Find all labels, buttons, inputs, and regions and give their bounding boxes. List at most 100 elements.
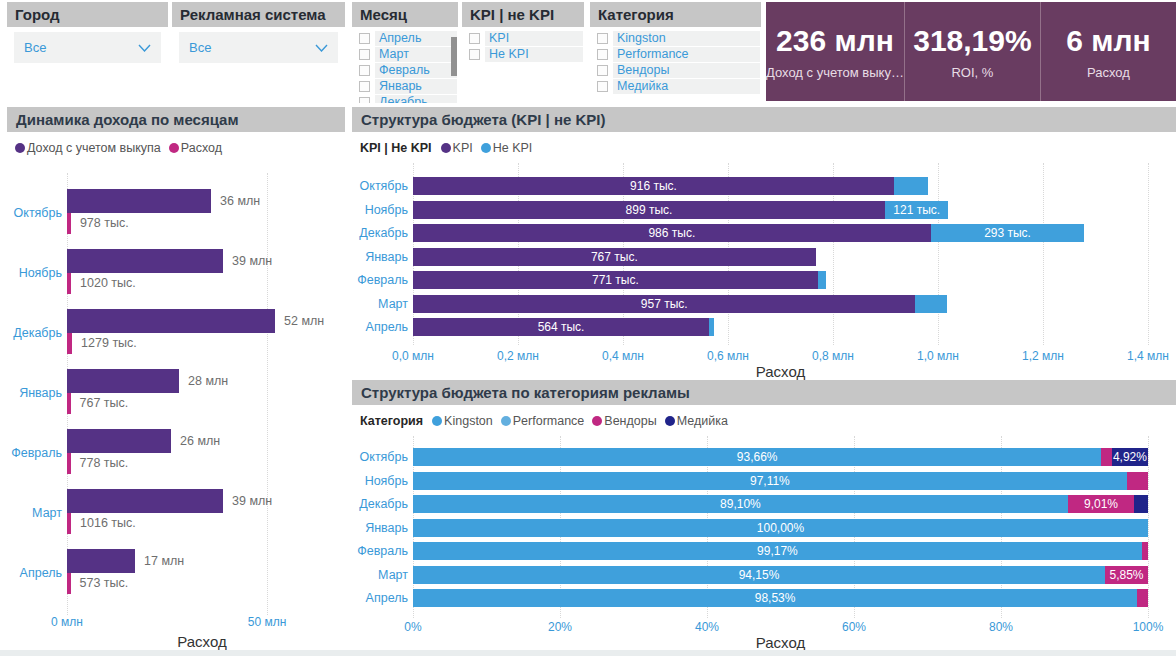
kpi-card-value: 236 млн <box>776 24 894 58</box>
bar-expense[interactable] <box>67 393 71 414</box>
bar-segment-вендоры[interactable] <box>1137 589 1148 607</box>
data-label: 52 млн <box>284 313 324 329</box>
bar-expense[interactable] <box>67 213 71 234</box>
bar-segment-вендоры[interactable] <box>1142 542 1148 560</box>
data-label: 771 тыс. <box>413 271 818 289</box>
kpi-option[interactable]: KPI <box>462 30 584 46</box>
category-label: Январь <box>352 520 408 536</box>
axis-tick-label: 40% <box>672 620 742 634</box>
gridline <box>267 173 268 615</box>
bar-expense[interactable] <box>67 333 72 354</box>
slicer-category-title: Категория <box>590 2 761 27</box>
axis-tick-label: 0,4 млн <box>588 349 658 363</box>
slicer-category: Категория Kingston Performance Вендоры М… <box>590 2 761 103</box>
month-option[interactable]: Декабрь <box>352 94 458 103</box>
checkbox-icon[interactable] <box>359 33 370 44</box>
category-label: Октябрь <box>352 178 408 194</box>
checkbox-icon[interactable] <box>597 33 608 44</box>
data-label: 293 тыс. <box>931 224 1085 242</box>
bar-expense[interactable] <box>67 573 71 594</box>
data-label: 98,53% <box>413 589 1137 607</box>
income-by-month-chart: Октябрь36 млн978 тыс.Ноябрь39 млн1020 ты… <box>7 107 345 650</box>
bar-income[interactable] <box>67 249 223 273</box>
category-label: Апрель <box>352 319 408 335</box>
data-label: 97,11% <box>413 472 1127 490</box>
bar-segment-nekpi[interactable] <box>915 295 947 313</box>
category-label: Февраль <box>352 543 408 559</box>
axis-title: Расход <box>67 633 337 650</box>
month-option[interactable]: Март <box>352 46 458 62</box>
category-label: Апрель <box>352 590 408 606</box>
bar-expense[interactable] <box>67 513 71 534</box>
city-dropdown[interactable]: Все <box>14 32 161 63</box>
data-label: 100,00% <box>413 519 1148 537</box>
data-label: 99,17% <box>413 542 1142 560</box>
data-label: 26 млн <box>180 433 220 449</box>
bar-segment-медийка[interactable] <box>1134 495 1148 513</box>
checkbox-icon[interactable] <box>359 97 370 104</box>
category-label: Март <box>352 296 408 312</box>
axis-tick-label: 1,4 млн <box>1113 349 1176 363</box>
checkbox-icon[interactable] <box>597 49 608 60</box>
kpi-cards: 236 млн Доход с учетом выку… 318,19% ROI… <box>766 2 1176 101</box>
bar-income[interactable] <box>67 489 223 513</box>
data-label: 93,66% <box>413 448 1101 466</box>
category-label: Апрель <box>7 565 62 581</box>
category-label: Январь <box>352 249 408 265</box>
gridline <box>1148 163 1149 345</box>
chevron-down-icon <box>315 44 328 52</box>
category-label: Ноябрь <box>352 202 408 218</box>
data-label: 94,15% <box>413 566 1105 584</box>
category-label: Ноябрь <box>352 473 408 489</box>
data-label: 978 тыс. <box>80 215 129 231</box>
data-label: 28 млн <box>188 373 228 389</box>
bar-segment-nekpi[interactable] <box>709 318 714 336</box>
bar-expense[interactable] <box>67 273 71 294</box>
category-option[interactable]: Kingston <box>590 30 761 46</box>
data-label: 1016 тыс. <box>80 515 136 531</box>
bar-income[interactable] <box>67 549 135 573</box>
bar-segment-nekpi[interactable] <box>818 271 826 289</box>
category-option[interactable]: Performance <box>590 46 761 62</box>
category-option[interactable]: Вендоры <box>590 62 761 78</box>
slicer-city-title: Город <box>7 2 168 27</box>
kpi-card-expense: 6 млн Расход <box>1040 2 1176 101</box>
panel-budget-kpi: Структура бюджета (KPI | не KPI) KPI | Н… <box>352 107 1176 374</box>
bar-income[interactable] <box>67 369 179 393</box>
gridline <box>938 163 939 345</box>
bar-segment-вендоры[interactable] <box>1101 448 1111 466</box>
slicer-ad-system: Рекламная система Все <box>172 2 345 103</box>
month-option[interactable]: Апрель <box>352 30 458 46</box>
data-label: 39 млн <box>232 493 272 509</box>
category-label: Декабрь <box>352 496 408 512</box>
axis-tick-label: 0,8 млн <box>798 349 868 363</box>
checkbox-icon[interactable] <box>469 49 480 60</box>
kpi-card-label: Доход с учетом выку… <box>766 65 904 80</box>
axis-tick-label: 0,6 млн <box>693 349 763 363</box>
kpi-card-label: ROI, % <box>951 65 993 80</box>
checkbox-icon[interactable] <box>597 81 608 92</box>
bar-income[interactable] <box>67 189 211 213</box>
kpi-card-value: 318,19% <box>913 24 1031 58</box>
month-option[interactable]: Февраль <box>352 62 458 78</box>
data-label: 778 тыс. <box>80 455 129 471</box>
data-label: 1020 тыс. <box>80 275 136 291</box>
checkbox-icon[interactable] <box>597 65 608 76</box>
bar-expense[interactable] <box>67 453 71 474</box>
month-option[interactable]: Январь <box>352 78 458 94</box>
month-list-scrollbar[interactable] <box>451 37 457 76</box>
category-label: Февраль <box>352 272 408 288</box>
category-option[interactable]: Медийка <box>590 78 761 94</box>
checkbox-icon[interactable] <box>359 81 370 92</box>
bar-segment-вендоры[interactable] <box>1127 472 1148 490</box>
category-label: Март <box>352 567 408 583</box>
bar-income[interactable] <box>67 309 275 333</box>
ad-system-dropdown[interactable]: Все <box>179 32 338 63</box>
category-label: Декабрь <box>7 325 62 341</box>
bar-income[interactable] <box>67 429 171 453</box>
checkbox-icon[interactable] <box>469 33 480 44</box>
checkbox-icon[interactable] <box>359 65 370 76</box>
bar-segment-nekpi[interactable] <box>894 177 928 195</box>
kpi-option[interactable]: Не KPI <box>462 46 584 62</box>
checkbox-icon[interactable] <box>359 49 370 60</box>
